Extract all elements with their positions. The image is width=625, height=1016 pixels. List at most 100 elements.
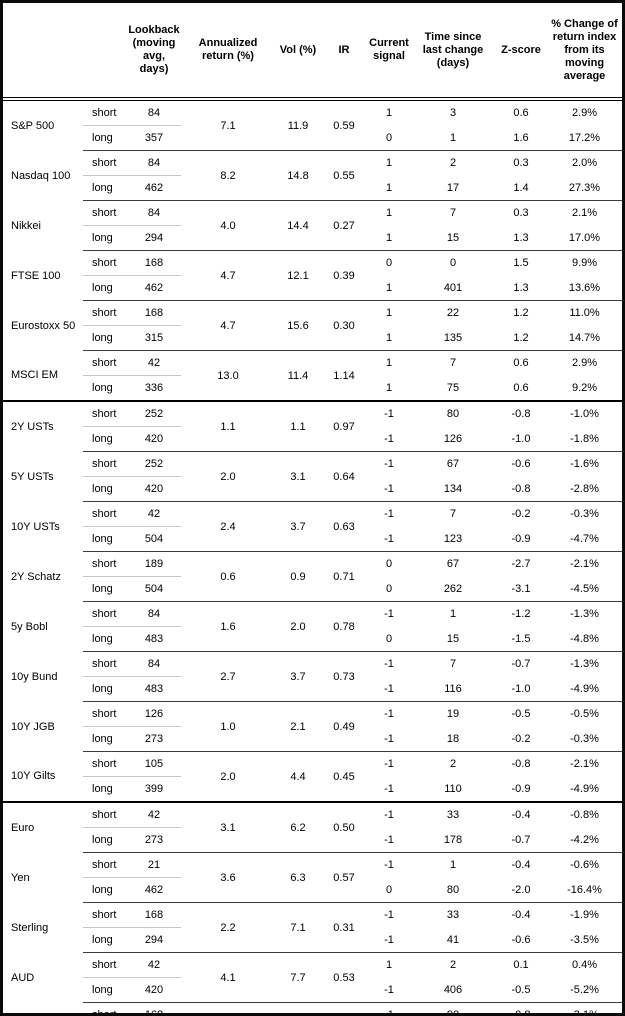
lookback-value: 21: [127, 852, 181, 878]
zscore-value: -1.0: [511, 432, 531, 445]
pct-change-value: -4.2%: [570, 833, 599, 846]
annualized-return-value: 4.0: [181, 200, 275, 251]
lookback-value: 168: [127, 250, 181, 276]
pct-change-value: -0.6%: [547, 852, 622, 878]
lookback-value: 336: [127, 375, 181, 401]
lookback-value: 420: [127, 977, 181, 1003]
lookback-value: 126: [127, 701, 181, 727]
pct-change-value: -4.5%: [570, 582, 599, 595]
zscore-value: -1.5: [511, 632, 531, 645]
time-since-value: 15: [446, 231, 460, 244]
horizon-label: short: [83, 400, 127, 427]
horizon-label: short: [83, 601, 127, 627]
lookback-value: 399: [127, 776, 181, 802]
pct-change-value: -4.9%: [570, 782, 599, 795]
lookback-value: 42: [127, 501, 181, 527]
lookback-value: 462: [127, 877, 181, 903]
horizon-label: short: [83, 852, 127, 878]
horizon-label: long: [83, 426, 127, 452]
table-row: Euro short 42 3.1 6.2 0.50 -1 33 -0.4 -0.8%: [3, 801, 622, 853]
current-signal-value: -1: [367, 852, 411, 878]
pct-change-value: -3.5%: [570, 933, 599, 946]
table-row: FTSE 100 short 168 4.7 12.1 0.39 0 0 1.5 9.9%: [3, 250, 622, 301]
current-signal-value: 1: [385, 381, 393, 394]
header-asset: [3, 3, 83, 101]
time-since-value: 2: [411, 150, 495, 176]
asset-name: Nasdaq 100: [11, 169, 71, 182]
pct-change-value: 9.2%: [571, 381, 598, 394]
current-signal-value: -1: [367, 751, 411, 777]
pct-change-value: 2.0%: [547, 150, 622, 176]
ir-value: 0.78: [321, 601, 367, 652]
current-signal-value: 1: [367, 200, 411, 226]
horizon-label: long: [83, 977, 127, 1003]
pct-change-value: 27.3%: [568, 181, 601, 194]
horizon-label: short: [92, 107, 117, 119]
zscore-value: -1.2: [495, 601, 547, 627]
table-row: long 273 -1 18 -0.2 -0.3%: [3, 726, 622, 752]
zscore-value: 1.4: [513, 181, 529, 194]
horizon-label: long: [83, 175, 127, 201]
annualized-return-value: 4.1: [181, 952, 275, 1003]
asset-name: Nikkei: [11, 219, 41, 232]
horizon-label: short: [83, 300, 127, 326]
lookback-value: 168: [127, 300, 181, 326]
time-since-value: 90: [411, 1002, 495, 1013]
asset-name: FTSE 100: [11, 269, 61, 282]
horizon-label: short: [83, 751, 127, 777]
asset-name: MSCI EM: [11, 369, 59, 382]
momentum-signals-table: Lookback (moving avg, days) Annualized r…: [3, 3, 622, 1013]
pct-change-value: -1.9%: [547, 902, 622, 928]
vol-value: 15.6: [275, 300, 321, 351]
table-row: long 504 0 262 -3.1 -4.5%: [3, 576, 622, 602]
time-since-value: 110: [444, 782, 462, 795]
time-since-value: 67: [411, 451, 495, 477]
horizon-label: long: [83, 526, 127, 552]
header-signal: Current signal: [367, 3, 411, 101]
current-signal-value: -1: [367, 651, 411, 677]
zscore-value: 1.3: [513, 281, 529, 294]
lookback-value: 42: [127, 801, 181, 828]
asset-name: Euro: [3, 801, 83, 853]
horizon-label: short: [83, 902, 127, 928]
pct-change-value: -16.4%: [567, 883, 602, 896]
vol-value: 6.3: [275, 852, 321, 903]
table-row: long 399 -1 110 -0.9 -4.9%: [3, 776, 622, 802]
annualized-return-value: 2.2: [181, 902, 275, 953]
pct-change-value: -2.8%: [570, 482, 599, 495]
time-since-value: 19: [411, 701, 495, 727]
annualized-return-value: 4.7: [181, 300, 275, 351]
time-since-value: 406: [443, 983, 463, 996]
lookback-value: 483: [127, 626, 181, 652]
vol-value: 7.7: [275, 952, 321, 1003]
pct-change-value: -0.3%: [570, 732, 599, 745]
current-signal-value: -1: [384, 482, 394, 495]
table-row: long 294 -1 41 -0.6 -3.5%: [3, 927, 622, 953]
table-row: long 315 1 135 1.2 14.7%: [3, 325, 622, 351]
zscore-value: -0.5: [511, 983, 531, 996]
pct-change-value: 11.0%: [547, 300, 622, 326]
vol-value: 14.8: [275, 150, 321, 201]
time-since-value: 7: [411, 501, 495, 527]
zscore-value: -0.4: [495, 801, 547, 828]
time-since-value: 33: [411, 801, 495, 828]
zscore-value: -0.2: [495, 501, 547, 527]
zscore-value: 1.6: [513, 131, 529, 144]
asset-name: AUD: [11, 971, 35, 984]
vol-value: 7.1: [275, 902, 321, 953]
lookback-value: 420: [127, 426, 181, 452]
ir-value: 1.14: [321, 350, 367, 401]
lookback-value: 84: [127, 150, 181, 176]
vol-value: 6.2: [275, 801, 321, 853]
lookback-value: 84: [127, 651, 181, 677]
horizon-label: short: [83, 551, 127, 577]
annualized-return-value: 13.0: [181, 350, 275, 401]
time-since-value: 80: [446, 883, 460, 896]
zscore-value: -0.7: [495, 651, 547, 677]
zscore-value: -3.1: [511, 582, 531, 595]
zscore-value: -0.7: [511, 833, 531, 846]
lookback-value: 462: [127, 275, 181, 301]
time-since-value: 135: [443, 331, 463, 344]
current-signal-value: 1: [367, 300, 411, 326]
pct-change-value: -4.9%: [570, 682, 599, 695]
